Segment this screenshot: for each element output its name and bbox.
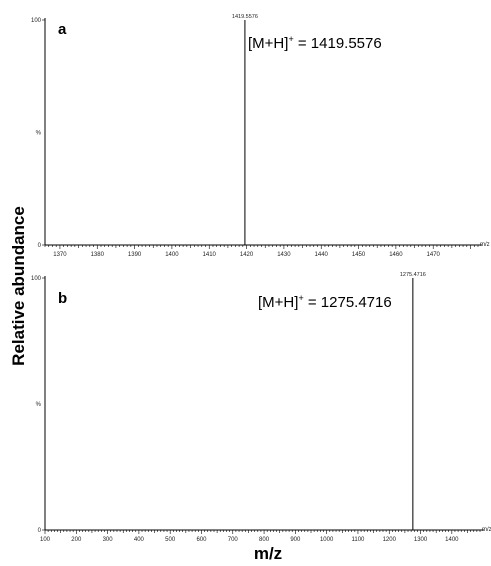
panel-a-y-tick-label: 100: [31, 18, 42, 24]
panel-b-peak-label: 1275.4716: [400, 272, 426, 278]
panel-a-annotation: [M+H]+ = 1419.5576: [248, 34, 382, 52]
panel-a-x-tick-label: 1430: [277, 252, 291, 258]
panel-a-x-tick-label: 1440: [315, 252, 329, 258]
panel-b-x-tick-label: 700: [228, 537, 239, 543]
panel-b-x-tick-label: 600: [196, 537, 207, 543]
panel-a-x-tick-label: 1410: [203, 252, 217, 258]
panel-a-x-tick-label: 1450: [352, 252, 366, 258]
panel-a-y-unit-label: %: [36, 131, 42, 137]
panel-b-y-tick-label: 0: [38, 528, 42, 534]
panel-b-x-tick-label: 800: [259, 537, 270, 543]
panel-a-y-tick-label: 0: [38, 243, 42, 249]
panel-b-x-tick-label: 300: [103, 537, 114, 543]
panel-b-x-tick-label: 100: [40, 537, 51, 543]
panel-b-x-tick-label: 1200: [383, 537, 397, 543]
panel-b-x-tick-label: 400: [134, 537, 145, 543]
panel-b-x-tick-label: 200: [71, 537, 82, 543]
panel-a-x-tick-label: 1380: [91, 252, 105, 258]
panel-a-x-tick-label: 1470: [427, 252, 441, 258]
panel-a: 1370 1380 1390 1400 1410 1420 1430 1440 1450 1460…: [31, 14, 490, 258]
panel-a-x-tick-label: 1400: [165, 252, 179, 258]
panel-b-x-tick-label: 1000: [320, 537, 334, 543]
panel-b-x-unit-label: m/z: [482, 527, 491, 533]
panel-b: 100 200 300 400 500 600 700 800 900 1000 1100 1200 1…: [31, 272, 491, 543]
panel-b-y-tick-label: 100: [31, 276, 42, 282]
panel-a-x-tick-label: 1370: [53, 252, 67, 258]
panel-b-annotation: [M+H]+ = 1275.4716: [258, 293, 392, 311]
panel-b-y-unit-label: %: [36, 402, 42, 408]
panel-b-letter: b: [58, 290, 67, 307]
panel-a-letter: a: [58, 21, 67, 38]
panel-a-x-tick-label: 1420: [240, 252, 254, 258]
panel-b-x-tick-label: 1100: [351, 537, 365, 543]
panel-b-x-tick-label: 900: [290, 537, 301, 543]
panel-a-x-unit-label: m/z: [480, 242, 490, 248]
panel-a-x-tick-label: 1390: [128, 252, 142, 258]
panel-a-peak-label: 1419.5576: [232, 14, 258, 20]
figure-xlabel: m/z: [254, 544, 282, 563]
panel-b-x-tick-label: 1300: [414, 537, 428, 543]
figure-ylabel: Relative abundance: [9, 206, 28, 366]
panel-a-x-tick-label: 1460: [389, 252, 403, 258]
panel-b-x-tick-label: 1400: [445, 537, 459, 543]
panel-b-x-tick-label: 500: [165, 537, 176, 543]
